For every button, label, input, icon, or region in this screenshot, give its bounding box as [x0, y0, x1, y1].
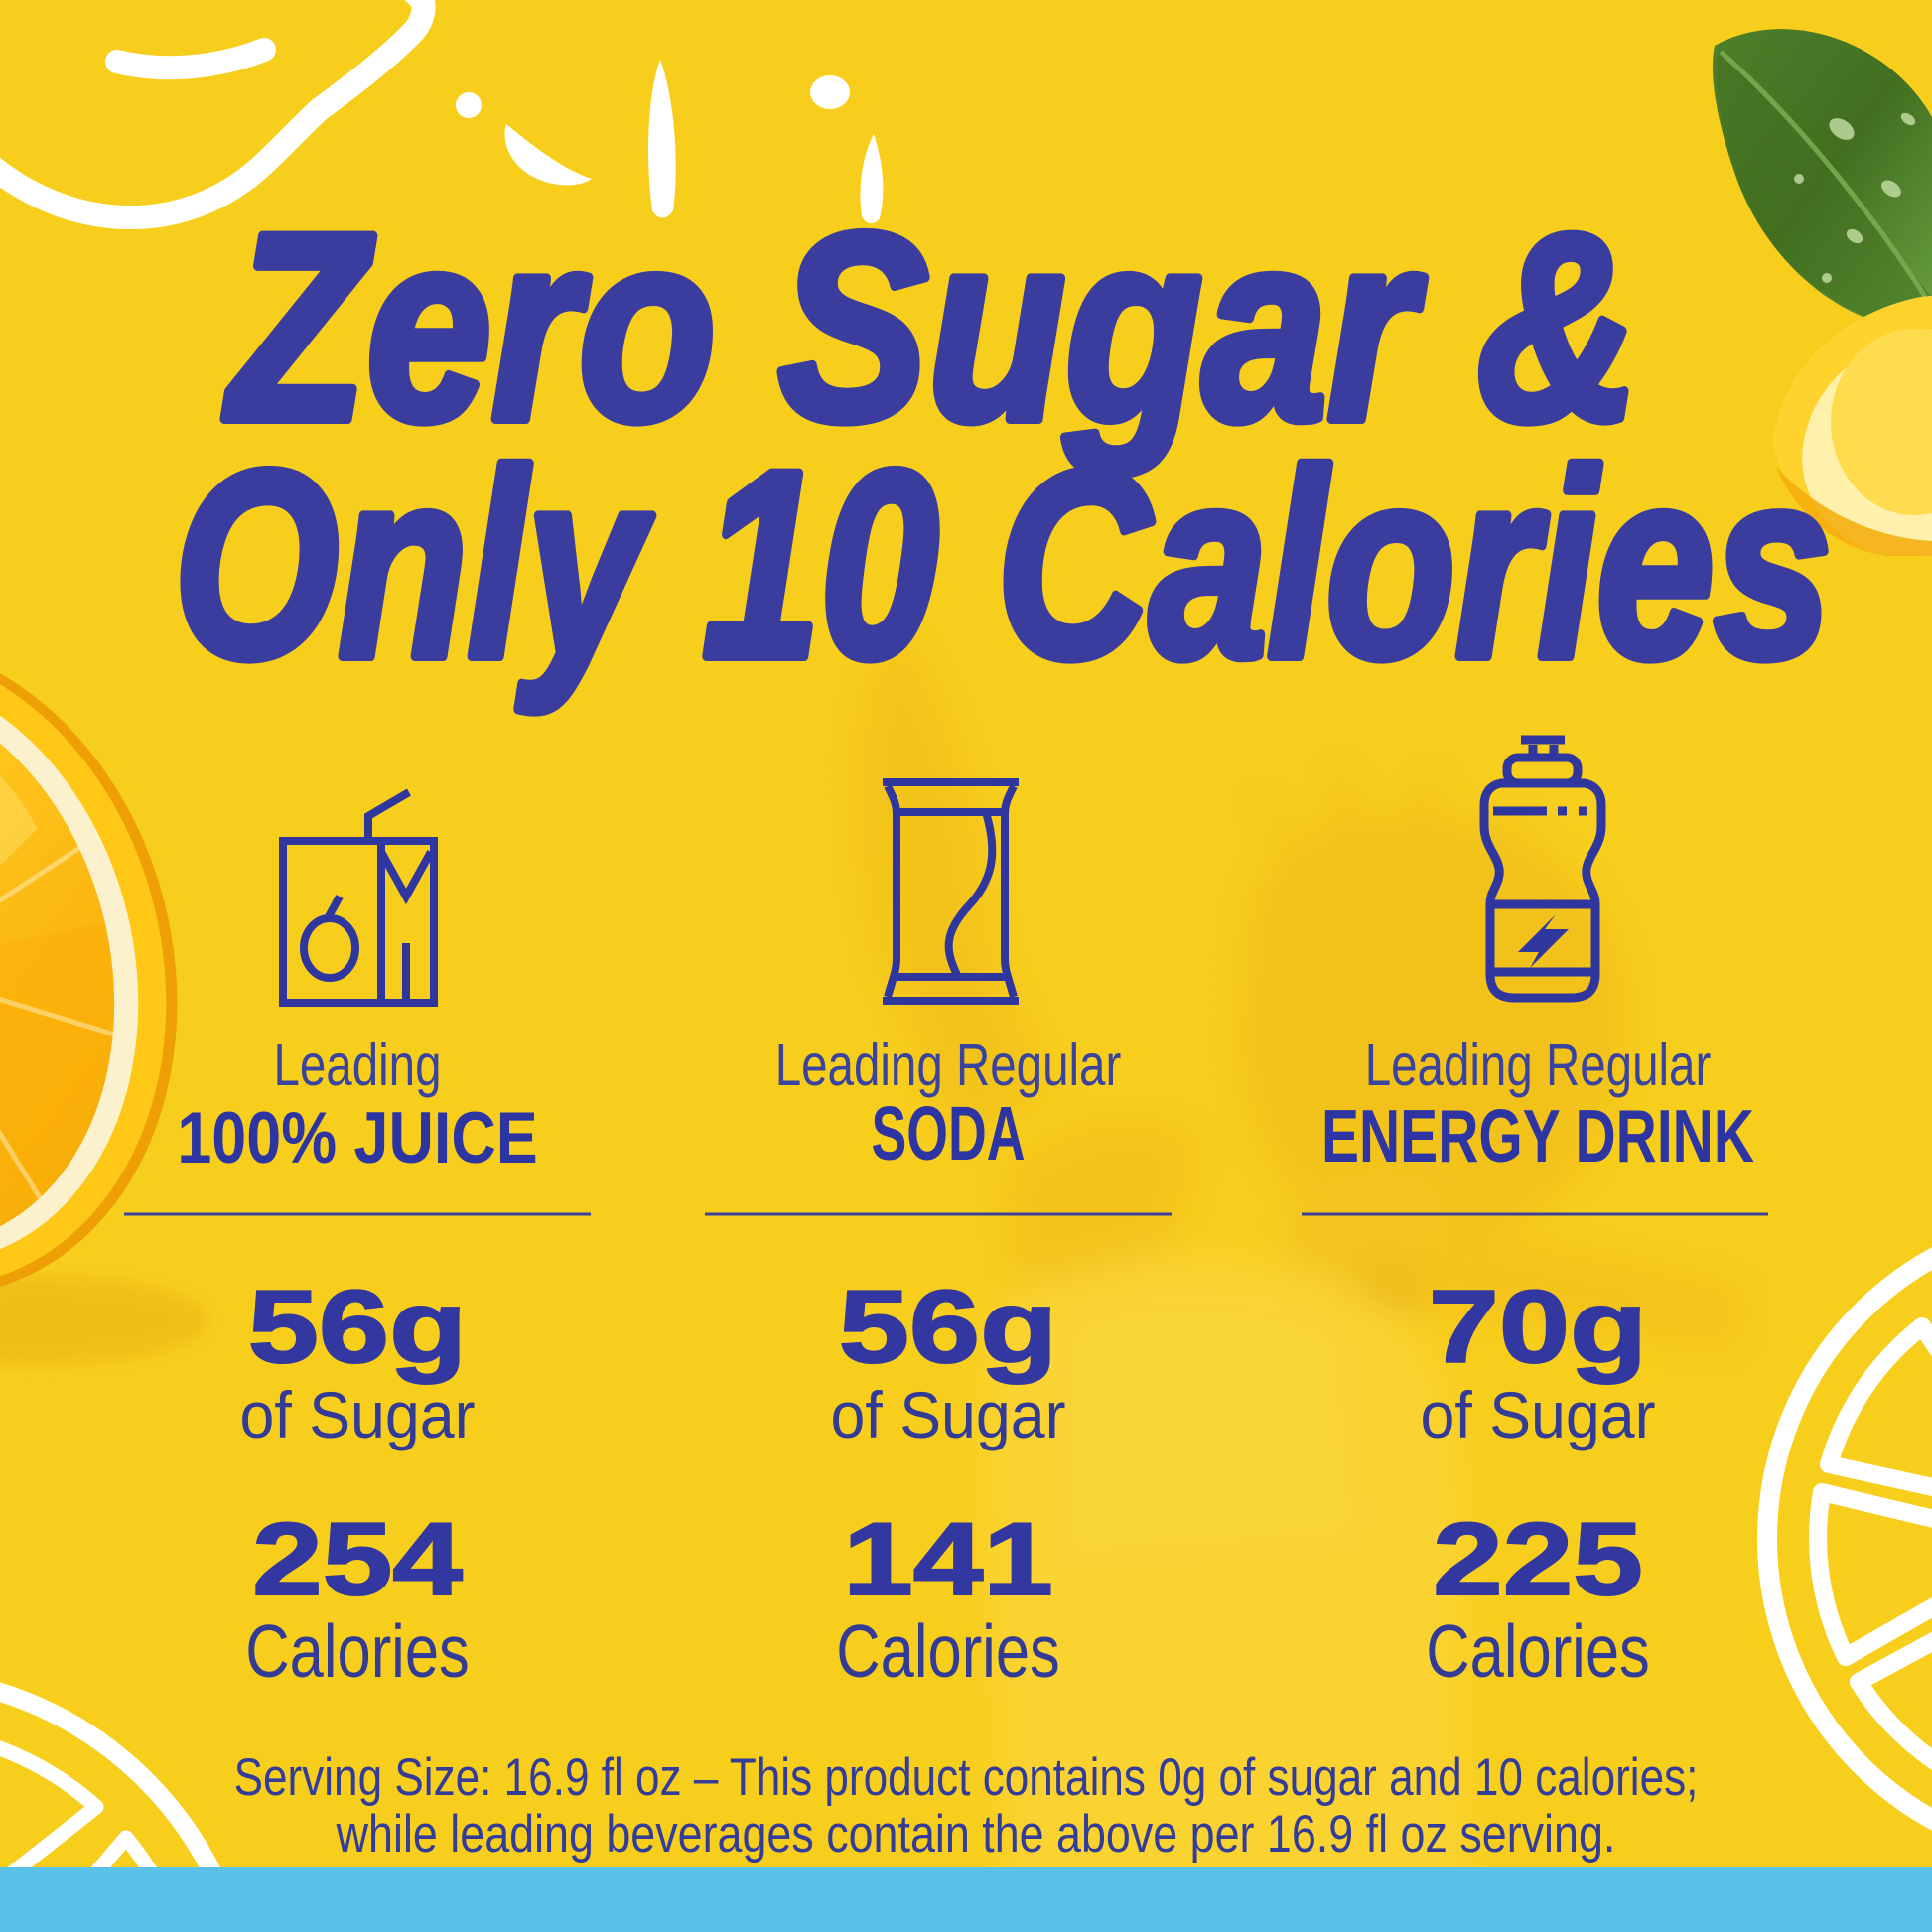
svg-text:Only 10 Calories: Only 10 Calories	[174, 415, 1832, 715]
svg-text:Zero Sugar &: Zero Sugar &	[222, 178, 1639, 478]
